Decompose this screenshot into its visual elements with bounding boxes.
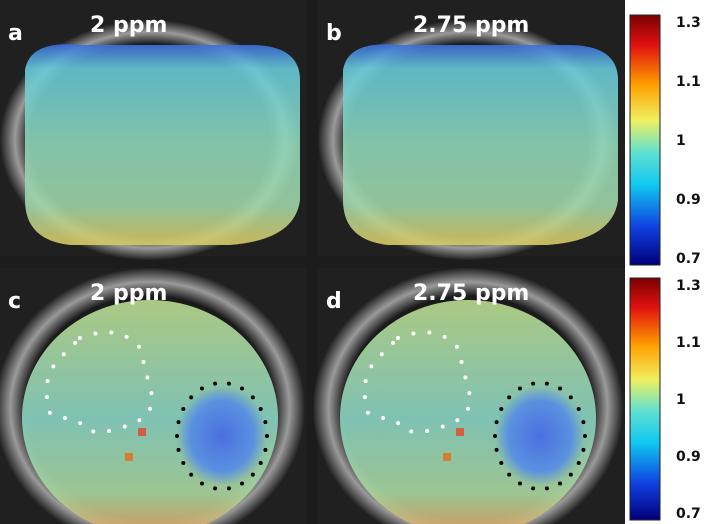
brain-overlay <box>25 44 300 245</box>
panel-title: 2 ppm <box>90 13 167 38</box>
panel-title: 2.75 ppm <box>413 13 529 38</box>
blue-region <box>495 386 585 486</box>
colorbar-tick-label: 0.7 <box>676 506 701 522</box>
colorbar-tick-label: 0.9 <box>676 449 701 465</box>
figure: a 2 ppm b 2.75 ppm c 2 ppm d 2.75 ppm 1.3 1.1 1 0.9… <box>0 0 705 524</box>
panel-title: 2.75 ppm <box>413 281 529 306</box>
colorbar <box>630 278 660 520</box>
panel-title: 2 ppm <box>90 281 167 306</box>
colorbar-tick-label: 1.1 <box>676 335 701 351</box>
colorbar-tick-label: 0.9 <box>676 192 701 208</box>
colorbar-tick-label: 1 <box>676 392 686 408</box>
panel-label: d <box>326 289 342 314</box>
colorbar-tick-label: 1.1 <box>676 74 701 90</box>
colorbar-tick-label: 1 <box>676 133 686 149</box>
colorbar <box>630 15 660 265</box>
panel: c 2 ppm <box>0 268 307 524</box>
blue-region <box>177 386 267 486</box>
brain-overlay <box>343 44 618 245</box>
hot-pixel <box>443 453 451 461</box>
colorbar-tick-label: 1.3 <box>676 15 701 31</box>
panel-label: c <box>8 289 21 314</box>
panel: b 2.75 ppm <box>318 0 625 260</box>
hot-pixel <box>125 453 133 461</box>
panel: d 2.75 ppm <box>313 268 625 524</box>
panel: a 2 ppm <box>0 0 307 260</box>
hot-pixel <box>138 428 146 436</box>
panel-label: a <box>8 21 23 46</box>
hot-pixel <box>456 428 464 436</box>
panel-label: b <box>326 21 342 46</box>
colorbar-tick-label: 1.3 <box>676 278 701 294</box>
colorbar-tick-label: 0.7 <box>676 251 701 267</box>
